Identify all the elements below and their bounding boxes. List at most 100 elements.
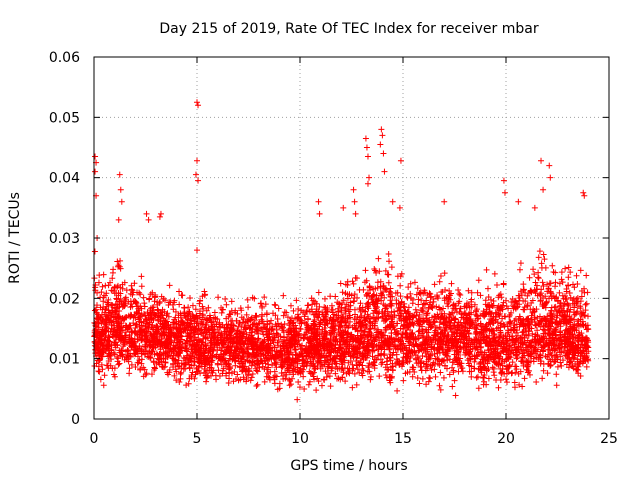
data-point — [287, 381, 294, 388]
data-point — [373, 269, 380, 276]
data-point — [379, 291, 386, 298]
data-point — [382, 372, 389, 379]
data-point — [219, 306, 226, 313]
data-point — [549, 262, 556, 269]
data-point — [141, 343, 148, 350]
data-point — [115, 262, 122, 269]
data-point — [109, 275, 116, 282]
data-point — [513, 363, 520, 370]
data-point — [539, 375, 546, 382]
data-point — [261, 294, 268, 301]
data-point — [284, 314, 291, 321]
data-point — [301, 335, 308, 342]
data-point — [371, 365, 378, 372]
data-point — [558, 269, 565, 276]
data-point — [146, 295, 153, 302]
data-point — [328, 302, 335, 309]
data-point — [386, 288, 393, 295]
data-point — [443, 315, 450, 322]
data-point — [99, 283, 106, 290]
data-point — [295, 305, 302, 312]
data-point — [556, 289, 563, 296]
data-point — [553, 371, 560, 378]
data-point — [319, 309, 326, 316]
data-point — [440, 374, 447, 381]
data-point — [292, 346, 299, 353]
data-point — [565, 274, 572, 281]
data-point — [466, 368, 473, 375]
data-point — [239, 319, 246, 326]
data-point — [310, 360, 317, 367]
data-point — [432, 373, 439, 380]
data-point — [451, 358, 458, 365]
data-point — [112, 300, 119, 307]
data-point — [357, 300, 364, 307]
data-point — [391, 308, 398, 315]
data-point — [327, 293, 334, 300]
data-point — [321, 295, 328, 302]
data-point — [409, 321, 416, 328]
data-point — [214, 361, 221, 368]
data-point — [297, 343, 304, 350]
data-point — [352, 274, 359, 281]
data-point — [198, 318, 205, 325]
data-point — [225, 379, 232, 386]
data-point — [123, 323, 130, 330]
data-point — [350, 280, 357, 287]
data-point — [136, 323, 143, 330]
data-point — [537, 360, 544, 367]
data-point — [280, 312, 287, 319]
data-point — [281, 309, 288, 316]
data-point — [351, 291, 358, 298]
data-point — [419, 353, 426, 360]
data-point — [477, 292, 484, 299]
data-point — [265, 361, 272, 368]
data-point — [407, 280, 414, 287]
data-point — [426, 374, 433, 381]
data-point — [294, 396, 301, 403]
data-point — [321, 304, 328, 311]
data-point — [228, 298, 235, 305]
data-point — [172, 308, 179, 315]
data-point — [433, 303, 440, 310]
data-point — [280, 334, 287, 341]
data-point — [452, 316, 459, 323]
data-point — [437, 273, 444, 280]
data-point — [527, 287, 534, 294]
data-point — [96, 272, 103, 279]
data-point — [444, 357, 451, 364]
data-point — [517, 368, 524, 375]
data-point — [350, 298, 357, 305]
data-point — [558, 362, 565, 369]
data-point — [488, 328, 495, 335]
data-point — [318, 382, 325, 389]
data-point — [583, 300, 590, 307]
data-point — [411, 279, 418, 286]
data-point — [349, 384, 356, 391]
data-point — [414, 285, 421, 292]
data-point — [416, 311, 423, 318]
data-point — [262, 301, 269, 308]
data-point — [388, 264, 395, 271]
data-point — [465, 287, 472, 294]
data-point — [582, 307, 589, 314]
data-point — [244, 318, 251, 325]
data-point — [133, 299, 140, 306]
data-point — [562, 265, 569, 272]
data-point — [112, 309, 119, 316]
data-point — [230, 378, 237, 385]
data-point — [428, 366, 435, 373]
data-point — [397, 293, 404, 300]
data-point — [449, 364, 456, 371]
data-point — [254, 381, 261, 388]
data-point — [574, 280, 581, 287]
data-point — [337, 280, 344, 287]
data-point — [311, 376, 318, 383]
data-point — [537, 298, 544, 305]
data-point — [263, 310, 270, 317]
data-point — [500, 299, 507, 306]
data-point — [569, 300, 576, 307]
data-point — [162, 297, 169, 304]
data-point — [437, 369, 444, 376]
data-point — [559, 279, 566, 286]
